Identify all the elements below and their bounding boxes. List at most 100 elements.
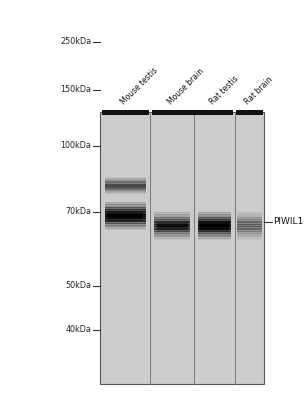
Bar xyxy=(105,228,146,229)
Bar xyxy=(237,227,262,228)
Bar xyxy=(154,237,190,238)
Bar xyxy=(105,209,146,210)
Bar xyxy=(198,236,231,237)
Bar xyxy=(200,231,229,232)
Bar xyxy=(154,222,190,223)
Bar xyxy=(237,226,262,227)
Bar xyxy=(105,178,146,179)
Bar xyxy=(107,211,143,212)
Bar xyxy=(105,182,146,183)
Bar xyxy=(198,216,231,218)
Bar xyxy=(154,230,190,232)
Bar xyxy=(154,234,190,235)
Text: 100kDa: 100kDa xyxy=(60,142,91,150)
Bar xyxy=(105,209,146,210)
Bar xyxy=(107,215,143,216)
Text: 150kDa: 150kDa xyxy=(60,86,91,94)
Bar xyxy=(237,239,262,240)
Bar xyxy=(237,234,262,235)
Bar xyxy=(154,214,190,216)
Bar xyxy=(198,238,231,239)
Bar xyxy=(105,218,146,219)
Bar xyxy=(105,207,146,208)
Bar xyxy=(157,225,188,226)
Bar xyxy=(154,218,190,220)
Bar xyxy=(100,112,264,384)
Bar xyxy=(237,218,262,219)
Bar xyxy=(105,202,146,203)
Bar xyxy=(107,221,143,222)
Bar xyxy=(154,227,190,228)
Bar xyxy=(198,235,231,236)
Bar xyxy=(198,224,231,225)
Bar xyxy=(102,110,149,115)
Bar xyxy=(105,184,146,185)
Bar xyxy=(154,228,190,230)
Bar xyxy=(105,192,146,193)
Bar xyxy=(105,222,146,224)
Bar xyxy=(198,232,231,233)
Bar xyxy=(105,190,146,191)
Bar xyxy=(105,188,146,189)
Text: Rat brain: Rat brain xyxy=(243,74,275,106)
Text: 50kDa: 50kDa xyxy=(65,282,91,290)
Bar xyxy=(105,220,146,222)
Bar xyxy=(154,230,190,231)
Bar xyxy=(105,217,146,218)
Bar xyxy=(105,227,146,228)
Bar xyxy=(198,231,231,232)
Bar xyxy=(200,224,229,225)
Bar xyxy=(200,227,229,228)
Bar xyxy=(105,183,146,184)
Text: 40kDa: 40kDa xyxy=(65,326,91,334)
Bar xyxy=(198,237,231,238)
Bar xyxy=(198,229,231,230)
Bar xyxy=(237,232,262,233)
Bar xyxy=(237,229,262,230)
Bar xyxy=(105,216,146,217)
Bar xyxy=(237,230,262,231)
Bar xyxy=(237,220,262,221)
Bar xyxy=(154,215,190,216)
Bar xyxy=(105,181,146,182)
Bar xyxy=(237,235,262,236)
Bar xyxy=(107,216,143,217)
Bar xyxy=(107,212,143,213)
Bar xyxy=(154,221,190,222)
Bar xyxy=(154,217,190,218)
Bar xyxy=(105,226,146,227)
Text: Mouse testis: Mouse testis xyxy=(119,66,160,106)
Bar xyxy=(198,221,231,222)
Bar xyxy=(105,223,146,224)
Bar xyxy=(237,218,262,220)
Bar xyxy=(157,225,188,226)
Bar xyxy=(105,206,146,208)
Text: 70kDa: 70kDa xyxy=(65,208,91,216)
Bar xyxy=(152,110,233,115)
Bar xyxy=(198,212,231,213)
Bar xyxy=(154,233,190,234)
Bar xyxy=(157,231,188,232)
Bar xyxy=(105,179,146,180)
Bar xyxy=(198,216,231,217)
Bar xyxy=(154,214,190,215)
Text: Rat testis: Rat testis xyxy=(208,74,240,106)
Bar xyxy=(154,218,190,219)
Bar xyxy=(157,221,188,222)
Bar xyxy=(237,224,262,225)
Bar xyxy=(198,233,231,234)
Bar xyxy=(198,225,231,226)
Bar xyxy=(237,224,262,225)
Bar xyxy=(200,224,229,225)
Bar xyxy=(105,204,146,206)
Bar xyxy=(105,211,146,212)
Bar xyxy=(198,218,231,220)
Bar xyxy=(237,228,262,229)
Bar xyxy=(200,226,229,227)
Bar xyxy=(154,220,190,221)
Bar xyxy=(157,226,188,227)
Bar xyxy=(154,238,190,239)
Bar xyxy=(157,227,188,228)
Bar xyxy=(198,224,231,225)
Bar xyxy=(237,225,262,226)
